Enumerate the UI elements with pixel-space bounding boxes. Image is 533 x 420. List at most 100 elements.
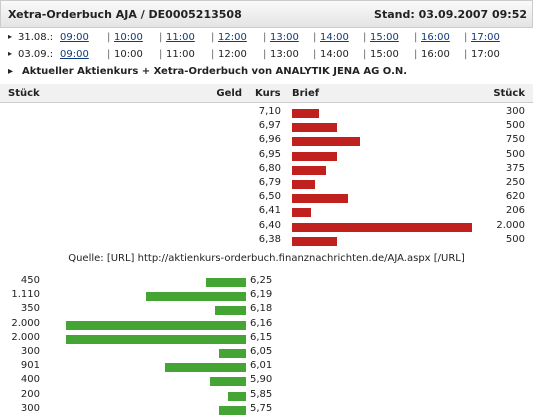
time: 11:00	[166, 49, 195, 60]
ask-qty: 300	[505, 106, 525, 117]
ask-bar	[292, 109, 319, 118]
bid-bar	[66, 320, 246, 330]
ask-qty: 250	[505, 177, 525, 188]
bid-price: 6,01	[250, 360, 273, 372]
separator: |	[211, 49, 215, 60]
ask-qty: 375	[505, 162, 525, 174]
time: 12:00	[218, 49, 247, 60]
separator: |	[414, 49, 418, 60]
ask-bar	[292, 194, 348, 204]
separator: |	[159, 32, 163, 43]
time-link[interactable]: 12:00	[218, 32, 247, 43]
col-header: Stück	[493, 88, 525, 99]
bid-price: 6,19	[250, 289, 273, 301]
bid-price: 6,18	[250, 303, 273, 315]
bid-bar	[214, 306, 246, 316]
time: 15:00	[370, 49, 399, 60]
separator: |	[159, 49, 163, 60]
col-header: Stück	[8, 88, 40, 99]
separator: |	[263, 49, 267, 60]
bid-price: 6,25	[250, 275, 273, 286]
bid-bar	[228, 391, 246, 401]
bid-qty: 350	[20, 303, 40, 315]
table-header	[0, 84, 533, 103]
stand: Stand: 03.09.2007 09:52	[374, 8, 527, 21]
bid-bar	[66, 334, 246, 344]
bid-bar	[210, 377, 246, 387]
bid-qty: 300	[20, 402, 40, 414]
ask-price: 6,79	[258, 177, 281, 188]
time-link[interactable]: 15:00	[370, 32, 399, 43]
separator: |	[211, 32, 215, 43]
separator: |	[263, 32, 267, 43]
ask-price: 6,80	[258, 162, 281, 174]
separator: |	[107, 49, 111, 60]
bid-qty: 2.000	[11, 331, 40, 343]
ask-price: 6,95	[258, 148, 281, 160]
time-link[interactable]: 11:00	[166, 32, 195, 43]
time-link[interactable]: 14:00	[320, 32, 349, 43]
session-date: 03.09.:	[18, 49, 54, 60]
bid-price: 6,16	[250, 317, 273, 329]
bid-qty: 200	[20, 388, 40, 400]
separator: |	[363, 49, 367, 60]
ask-qty: 206	[505, 205, 525, 217]
bid-qty: 1.110	[11, 289, 40, 301]
info-arrow: ▸	[8, 66, 14, 77]
time-link[interactable]: 16:00	[421, 32, 450, 43]
row-arrow: ▸	[8, 49, 13, 58]
time-link[interactable]: 09:00	[60, 49, 89, 60]
bid-qty: 450	[20, 275, 40, 286]
col-header: Kurs	[255, 88, 281, 99]
header-bar	[0, 0, 533, 28]
source: Quelle: [URL] http://aktienkurs-orderbuc…	[68, 253, 465, 264]
separator: |	[464, 32, 468, 43]
ask-price: 6,40	[258, 219, 281, 231]
bid-bar	[146, 292, 246, 302]
ask-qty: 2.000	[496, 219, 525, 231]
time: 14:00	[320, 49, 349, 60]
ask-bar	[292, 236, 337, 246]
ask-price: 6,41	[258, 205, 281, 217]
bid-price: 5,75	[250, 402, 273, 414]
ask-bar	[292, 123, 337, 133]
bid-qty: 300	[20, 346, 40, 357]
ask-price: 6,38	[258, 233, 281, 245]
bid-bar	[164, 363, 246, 373]
bid-qty: 901	[20, 360, 40, 372]
ask-bar	[292, 208, 311, 218]
col-header: Brief	[292, 88, 320, 99]
time-link[interactable]: 10:00	[114, 32, 143, 43]
ask-qty: 750	[505, 134, 525, 146]
time: 10:00	[114, 49, 143, 60]
bid-bar	[219, 405, 246, 415]
separator: |	[363, 32, 367, 43]
bid-price: 6,15	[250, 331, 273, 343]
ask-price: 6,97	[258, 120, 281, 132]
bid-price: 6,05	[250, 346, 273, 357]
ask-bar	[292, 180, 315, 189]
ask-bar	[292, 151, 337, 161]
time-link[interactable]: 09:00	[60, 32, 89, 43]
session-date: 31.08.:	[18, 32, 54, 43]
col-header: Geld	[216, 88, 242, 99]
bid-bar	[205, 278, 246, 287]
separator: |	[313, 32, 317, 43]
bid-qty: 2.000	[11, 317, 40, 329]
time-link[interactable]: 17:00	[471, 32, 500, 43]
time: 16:00	[421, 49, 450, 60]
separator: |	[414, 32, 418, 43]
title: Xetra-Orderbuch AJA / DE0005213508	[8, 8, 242, 21]
time: 13:00	[270, 49, 299, 60]
bid-qty: 400	[20, 374, 40, 386]
ask-qty: 500	[505, 148, 525, 160]
time-link[interactable]: 13:00	[270, 32, 299, 43]
ask-price: 7,10	[258, 106, 281, 117]
separator: |	[107, 32, 111, 43]
ask-bar	[292, 222, 472, 232]
ask-qty: 500	[505, 233, 525, 245]
bid-price: 5,90	[250, 374, 273, 386]
ask-price: 6,96	[258, 134, 281, 146]
info: Aktueller Aktienkurs + Xetra-Orderbuch v…	[22, 66, 408, 77]
